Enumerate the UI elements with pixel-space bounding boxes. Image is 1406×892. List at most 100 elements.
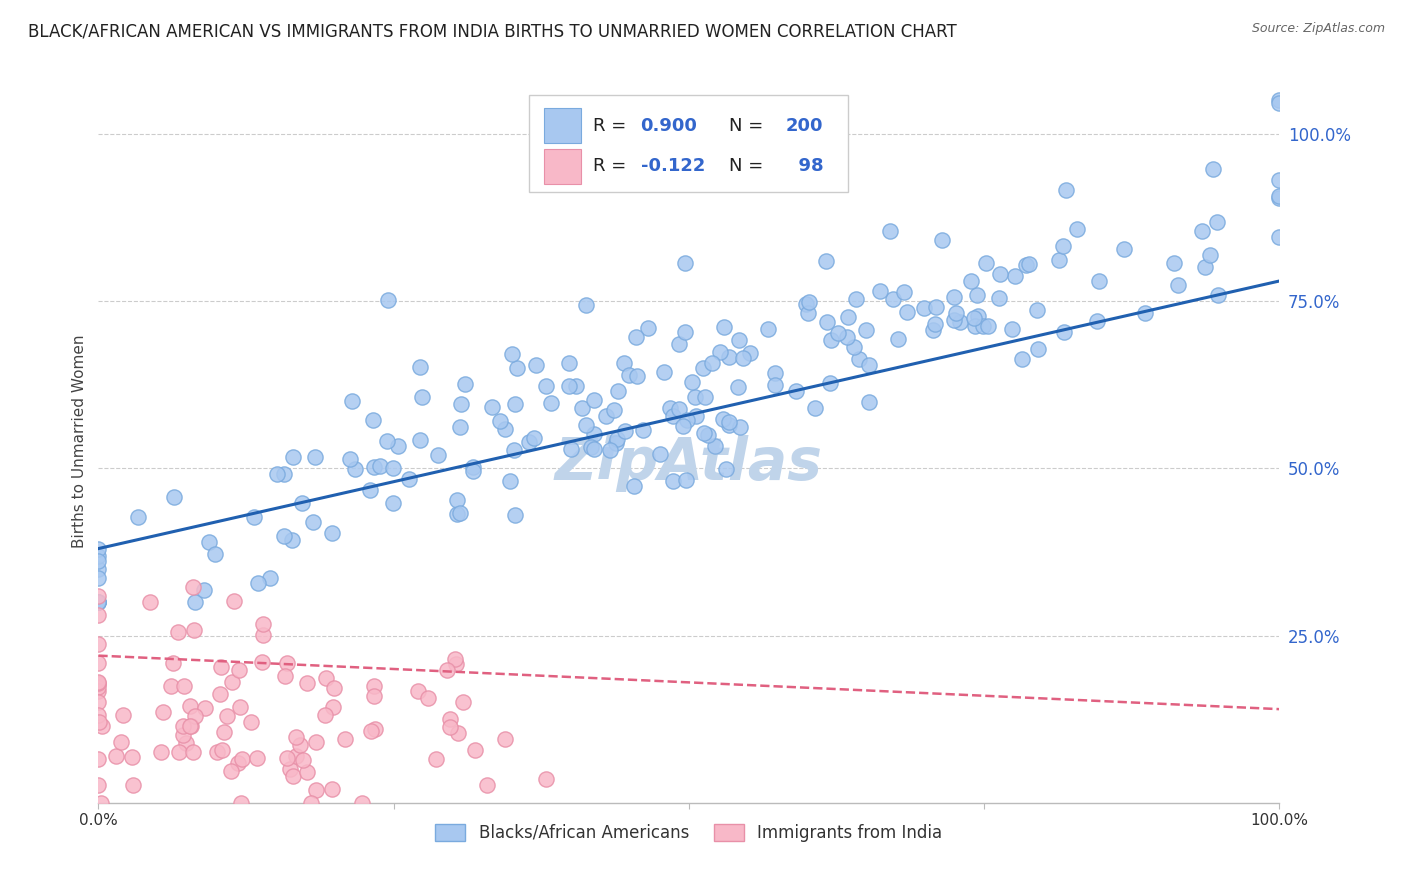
Point (87, 708, 110, 723)
Point (266, 467, 288, 482)
Point (426, 448, 449, 462)
Point (1088, 274, 1111, 288)
Point (87, 778, 110, 792)
Point (575, 298, 598, 312)
Point (1268, 191, 1291, 205)
Point (579, 441, 602, 455)
Text: 98: 98 (786, 157, 824, 175)
Point (1268, 189, 1291, 203)
Point (418, 690, 440, 705)
Point (844, 340, 866, 354)
Point (673, 256, 696, 270)
Point (228, 756, 250, 770)
Text: 0.900: 0.900 (641, 117, 697, 135)
Point (194, 701, 217, 715)
Point (461, 460, 484, 475)
Point (288, 738, 311, 752)
Point (291, 496, 314, 510)
Point (489, 414, 512, 428)
Point (231, 752, 253, 766)
Point (949, 315, 972, 329)
Point (887, 332, 910, 346)
Point (703, 439, 725, 453)
Point (87, 541, 110, 556)
Point (1052, 239, 1074, 253)
Point (221, 674, 243, 689)
Point (583, 427, 606, 442)
Point (159, 680, 181, 694)
Point (963, 318, 986, 333)
Point (87, 637, 110, 651)
Point (893, 285, 915, 300)
Point (162, 657, 184, 671)
Point (209, 687, 232, 701)
Point (104, 748, 127, 763)
Point (90, 796, 112, 810)
Point (436, 663, 458, 677)
Point (1199, 247, 1222, 261)
Text: -0.122: -0.122 (641, 157, 704, 175)
Point (314, 707, 336, 722)
Point (87, 589, 110, 603)
Point (228, 663, 250, 677)
Point (560, 442, 582, 457)
Point (558, 356, 581, 370)
Point (505, 508, 527, 522)
Text: R =: R = (593, 117, 633, 135)
Point (693, 390, 716, 404)
Point (87, 657, 110, 671)
Point (87, 675, 110, 690)
Point (1001, 322, 1024, 336)
Point (340, 394, 363, 409)
Point (222, 594, 245, 608)
Point (453, 377, 475, 392)
Point (738, 346, 761, 360)
Point (212, 725, 235, 739)
Point (406, 684, 429, 698)
Point (1018, 257, 1040, 271)
Point (464, 742, 486, 756)
Point (827, 326, 849, 340)
Point (714, 462, 737, 476)
Point (91, 719, 114, 733)
Point (215, 709, 238, 723)
Point (350, 796, 373, 810)
Point (446, 507, 468, 521)
Point (299, 796, 322, 810)
Point (87, 677, 110, 691)
Point (87, 595, 110, 609)
Point (304, 450, 326, 464)
Point (613, 355, 636, 369)
Point (183, 623, 205, 637)
Point (815, 315, 838, 329)
Point (1066, 222, 1088, 236)
Point (409, 359, 432, 374)
Point (321, 525, 343, 540)
Text: BLACK/AFRICAN AMERICAN VS IMMIGRANTS FROM INDIA BIRTHS TO UNMARRIED WOMEN CORREL: BLACK/AFRICAN AMERICAN VS IMMIGRANTS FRO… (28, 22, 957, 40)
Point (179, 699, 201, 714)
Point (87, 595, 110, 609)
Point (718, 416, 741, 430)
Point (375, 434, 398, 448)
Point (89, 715, 111, 730)
Point (446, 492, 468, 507)
Point (181, 745, 204, 759)
Point (1201, 161, 1223, 176)
Point (727, 380, 749, 394)
Point (1163, 255, 1185, 269)
Point (359, 483, 381, 498)
Point (305, 734, 328, 748)
Point (534, 378, 557, 392)
Point (565, 378, 588, 392)
Point (381, 461, 404, 475)
Point (305, 783, 328, 797)
Point (1112, 242, 1135, 256)
Point (259, 571, 281, 585)
Point (252, 617, 274, 632)
Point (605, 436, 627, 450)
Point (763, 366, 786, 380)
Point (728, 420, 751, 434)
Point (184, 595, 207, 609)
Point (494, 731, 516, 746)
Point (87, 680, 110, 694)
